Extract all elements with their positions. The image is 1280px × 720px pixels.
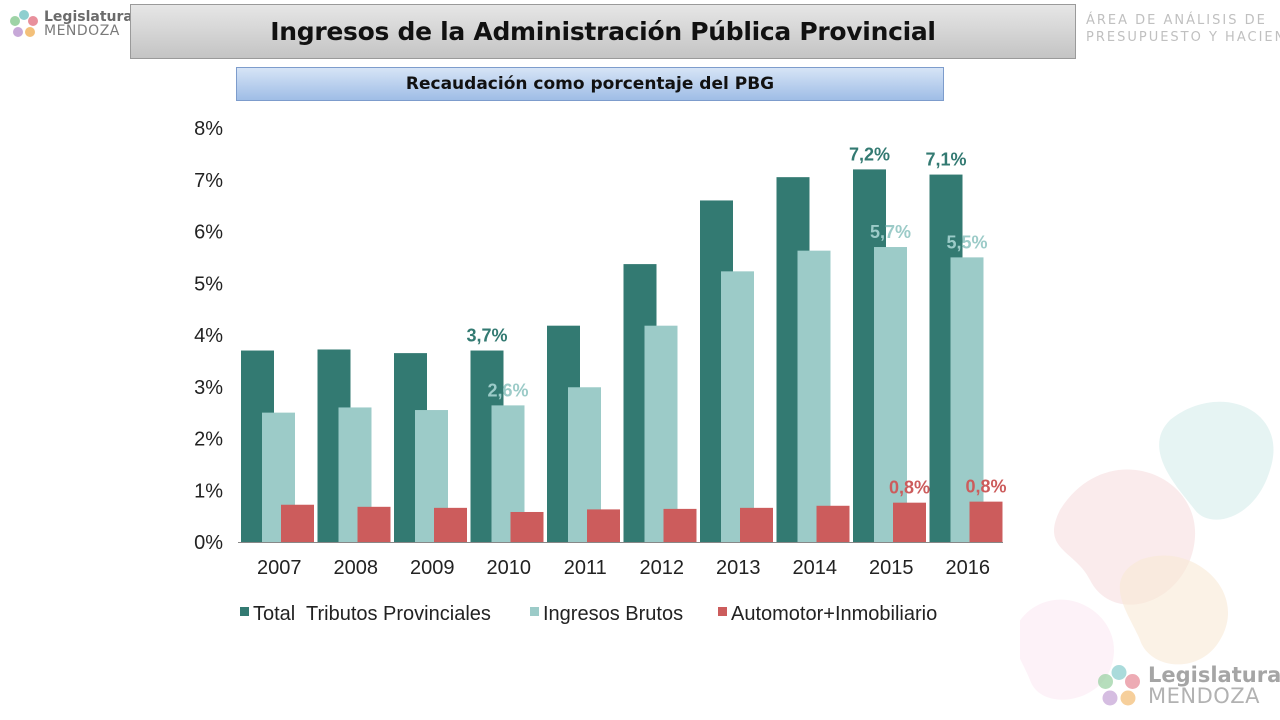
legend-swatch-total — [240, 607, 249, 616]
area-tag: ÁREA DE ANÁLISIS DE PRESUPUESTO Y HACIEN… — [1086, 12, 1280, 46]
bar-automotor — [893, 502, 926, 542]
bar-ingresos — [721, 271, 754, 542]
x-tick-label: 2014 — [793, 557, 838, 579]
subtitle-bar: Recaudación como porcentaje del PBG — [236, 67, 944, 101]
y-tick-label: 6% — [194, 222, 223, 244]
bar-automotor — [587, 509, 620, 542]
data-label: 0,8% — [965, 477, 1006, 497]
flower-logo-icon — [10, 10, 38, 37]
legislatura-logo-bottom: Legislatura MENDOZA — [1095, 662, 1280, 710]
legend-label: Automotor+Inmobiliario — [731, 603, 937, 625]
area-line-2: PRESUPUESTO Y HACIENDA — [1086, 30, 1280, 45]
y-tick-label: 8% — [194, 118, 223, 140]
x-tick-label: 2016 — [946, 557, 991, 579]
bar-automotor — [969, 501, 1003, 542]
bar-automotor — [357, 506, 391, 542]
data-label: 5,7% — [870, 222, 911, 242]
area-line-1: ÁREA DE ANÁLISIS DE — [1086, 13, 1267, 28]
bar-automotor — [816, 505, 850, 542]
background-decoration — [1020, 401, 1274, 700]
y-tick-label: 1% — [194, 480, 223, 502]
page-title-bar: Ingresos de la Administración Pública Pr… — [130, 4, 1076, 59]
bar-ingresos — [644, 325, 678, 542]
data-label: 3,7% — [466, 326, 507, 346]
bar-ingresos — [950, 257, 984, 542]
data-label: 7,1% — [925, 150, 966, 170]
logo-line-2: MENDOZA — [44, 23, 120, 39]
legislatura-logo: Legislatura MENDOZA — [8, 8, 133, 40]
bar-automotor — [740, 507, 773, 542]
bar-ingresos — [874, 247, 907, 542]
bar-automotor — [281, 504, 314, 542]
x-tick-label: 2007 — [257, 557, 302, 579]
legend-label: Total Tributos Provinciales — [253, 603, 491, 625]
logo-line-1: Legislatura — [1148, 663, 1280, 687]
bar-automotor — [663, 508, 697, 542]
data-label: 5,5% — [946, 232, 987, 252]
data-label: 2,6% — [487, 380, 528, 400]
legend-label: Ingresos Brutos — [543, 603, 683, 625]
data-label: 0,8% — [889, 478, 930, 498]
flower-logo-icon — [1098, 665, 1140, 706]
page-title: Ingresos de la Administración Pública Pr… — [270, 17, 936, 46]
y-tick-label: 4% — [194, 325, 223, 347]
legend-swatch-ingresos — [530, 607, 539, 616]
x-tick-label: 2010 — [487, 557, 532, 579]
x-tick-label: 2013 — [716, 557, 761, 579]
legend-swatch-automotor — [718, 607, 727, 616]
y-tick-label: 0% — [194, 532, 223, 554]
y-tick-label: 2% — [194, 429, 223, 451]
y-tick-label: 5% — [194, 273, 223, 295]
data-label: 7,2% — [849, 144, 890, 164]
bar-automotor — [510, 511, 544, 542]
bar-ingresos — [797, 250, 831, 542]
logo-line-2: MENDOZA — [1148, 684, 1261, 708]
x-tick-label: 2011 — [564, 557, 607, 579]
x-tick-label: 2012 — [640, 557, 685, 579]
x-tick-label: 2009 — [410, 557, 455, 579]
x-tick-label: 2008 — [334, 557, 379, 579]
x-tick-label: 2015 — [869, 557, 914, 579]
logo-line-1: Legislatura — [44, 9, 133, 25]
bar-automotor — [434, 507, 467, 542]
y-tick-label: 3% — [194, 377, 223, 399]
y-tick-label: 7% — [194, 170, 223, 192]
chart-subtitle: Recaudación como porcentaje del PBG — [405, 74, 775, 94]
